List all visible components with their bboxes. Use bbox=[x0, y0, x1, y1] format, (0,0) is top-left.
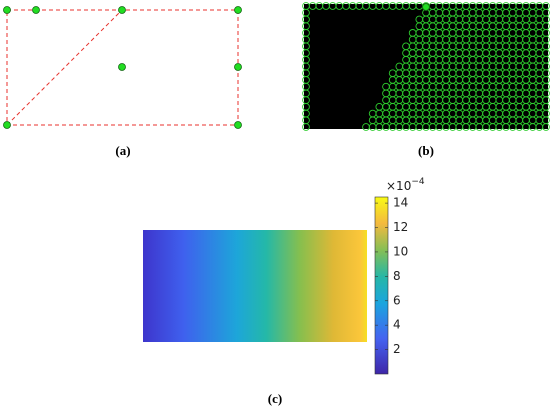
colorbar-tick-label: 6 bbox=[393, 293, 401, 307]
node bbox=[234, 63, 242, 71]
nodes bbox=[3, 6, 242, 129]
mesh-node bbox=[302, 123, 310, 131]
diagonal-edge bbox=[6, 9, 123, 126]
colorbar-tick-label: 14 bbox=[393, 196, 408, 210]
colorbar-tick-label: 10 bbox=[393, 244, 408, 258]
node bbox=[234, 121, 242, 129]
colorbar-tick-label: 2 bbox=[393, 342, 401, 356]
node bbox=[32, 6, 40, 14]
node bbox=[118, 63, 126, 71]
colorbar-tick-label: 8 bbox=[393, 269, 401, 283]
multiplier-base: ×10 bbox=[386, 179, 411, 193]
panel-a bbox=[3, 6, 242, 129]
node bbox=[3, 6, 11, 14]
node bbox=[3, 121, 11, 129]
mesh-background bbox=[304, 4, 548, 129]
node bbox=[118, 6, 126, 14]
panel-b bbox=[302, 2, 550, 131]
mesh-node bbox=[542, 123, 550, 131]
colorbar-tick-label: 12 bbox=[393, 220, 408, 234]
mesh-node bbox=[422, 3, 430, 11]
multiplier-exponent: −4 bbox=[411, 177, 425, 187]
caption: (a) bbox=[115, 143, 130, 158]
colorbar-scale bbox=[374, 196, 389, 375]
caption: (b) bbox=[418, 143, 434, 158]
caption: (c) bbox=[268, 391, 282, 406]
colorbar-multiplier: ×10−4 bbox=[386, 177, 425, 193]
field-plot bbox=[143, 230, 367, 342]
node bbox=[234, 6, 242, 14]
colorbar-tick-label: 4 bbox=[393, 318, 401, 332]
colorbar: ×10−4 2 4 6 8 10 12 14 bbox=[374, 177, 425, 375]
